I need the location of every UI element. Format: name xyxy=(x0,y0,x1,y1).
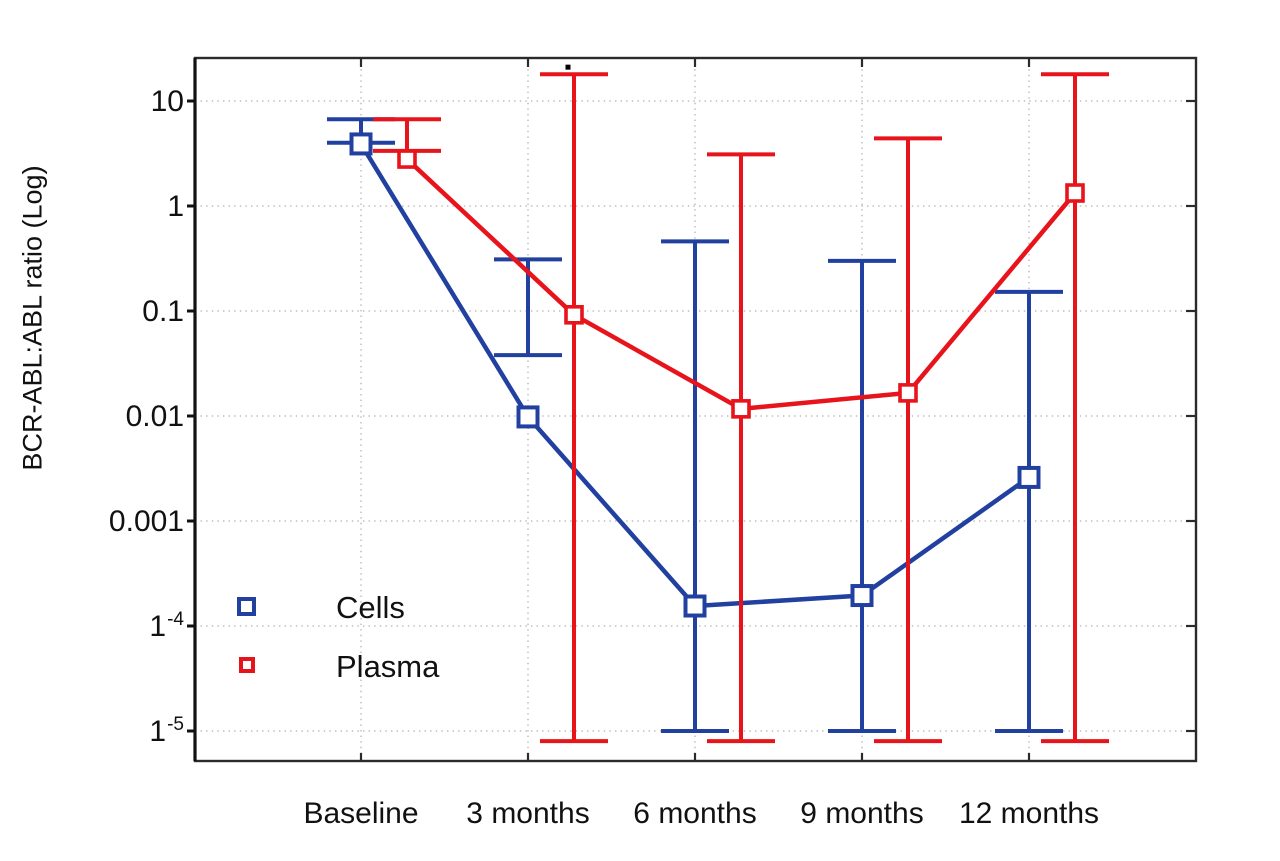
data-point-cells-2 xyxy=(683,594,707,618)
series-cells xyxy=(327,117,1063,733)
legend-label-cells: Cells xyxy=(336,590,405,625)
cells-legend-marker-icon xyxy=(237,597,256,616)
series-plasma xyxy=(373,72,1109,744)
x-tick-label: 3 months xyxy=(466,797,589,830)
data-point-plasma-1 xyxy=(564,305,584,325)
x-tick-label: Baseline xyxy=(303,797,418,830)
data-point-cells-3 xyxy=(850,584,874,608)
x-tick-label: 9 months xyxy=(800,797,923,830)
data-point-plasma-3 xyxy=(898,383,918,403)
y-tick-label: 1 xyxy=(167,190,184,223)
y-tick-label: 0.001 xyxy=(109,505,184,538)
data-point-plasma-0 xyxy=(397,149,417,169)
plasma-legend-marker-icon xyxy=(239,657,255,673)
data-point-plasma-4 xyxy=(1065,183,1085,203)
y-tick-label: 0.1 xyxy=(142,295,184,328)
data-point-plasma-2 xyxy=(731,399,751,419)
data-point-cells-4 xyxy=(1017,465,1041,489)
data-point-cells-1 xyxy=(516,405,540,429)
x-tick-label: 6 months xyxy=(633,797,756,830)
y-tick-label: 10 xyxy=(151,85,184,118)
x-tick-labels: Baseline 3 months 6 months 9 months 12 month… xyxy=(303,797,1099,830)
x-tick-label: 12 months xyxy=(959,797,1099,830)
y-axis-title: BCR-ABL:ABL ratio (Log) xyxy=(17,165,48,471)
outlier-dot xyxy=(565,64,571,70)
y-tick-label: 1-4 xyxy=(149,609,184,643)
y-tick-label: 1-5 xyxy=(149,714,184,748)
legend-label-plasma: Plasma xyxy=(336,649,440,684)
y-tick-labels: 10 1 0.1 0.01 0.001 1-4 1-5 xyxy=(109,85,184,748)
tick-marks xyxy=(187,58,1196,761)
data-point-cells-0 xyxy=(349,132,373,156)
y-tick-label: 0.01 xyxy=(126,400,184,433)
